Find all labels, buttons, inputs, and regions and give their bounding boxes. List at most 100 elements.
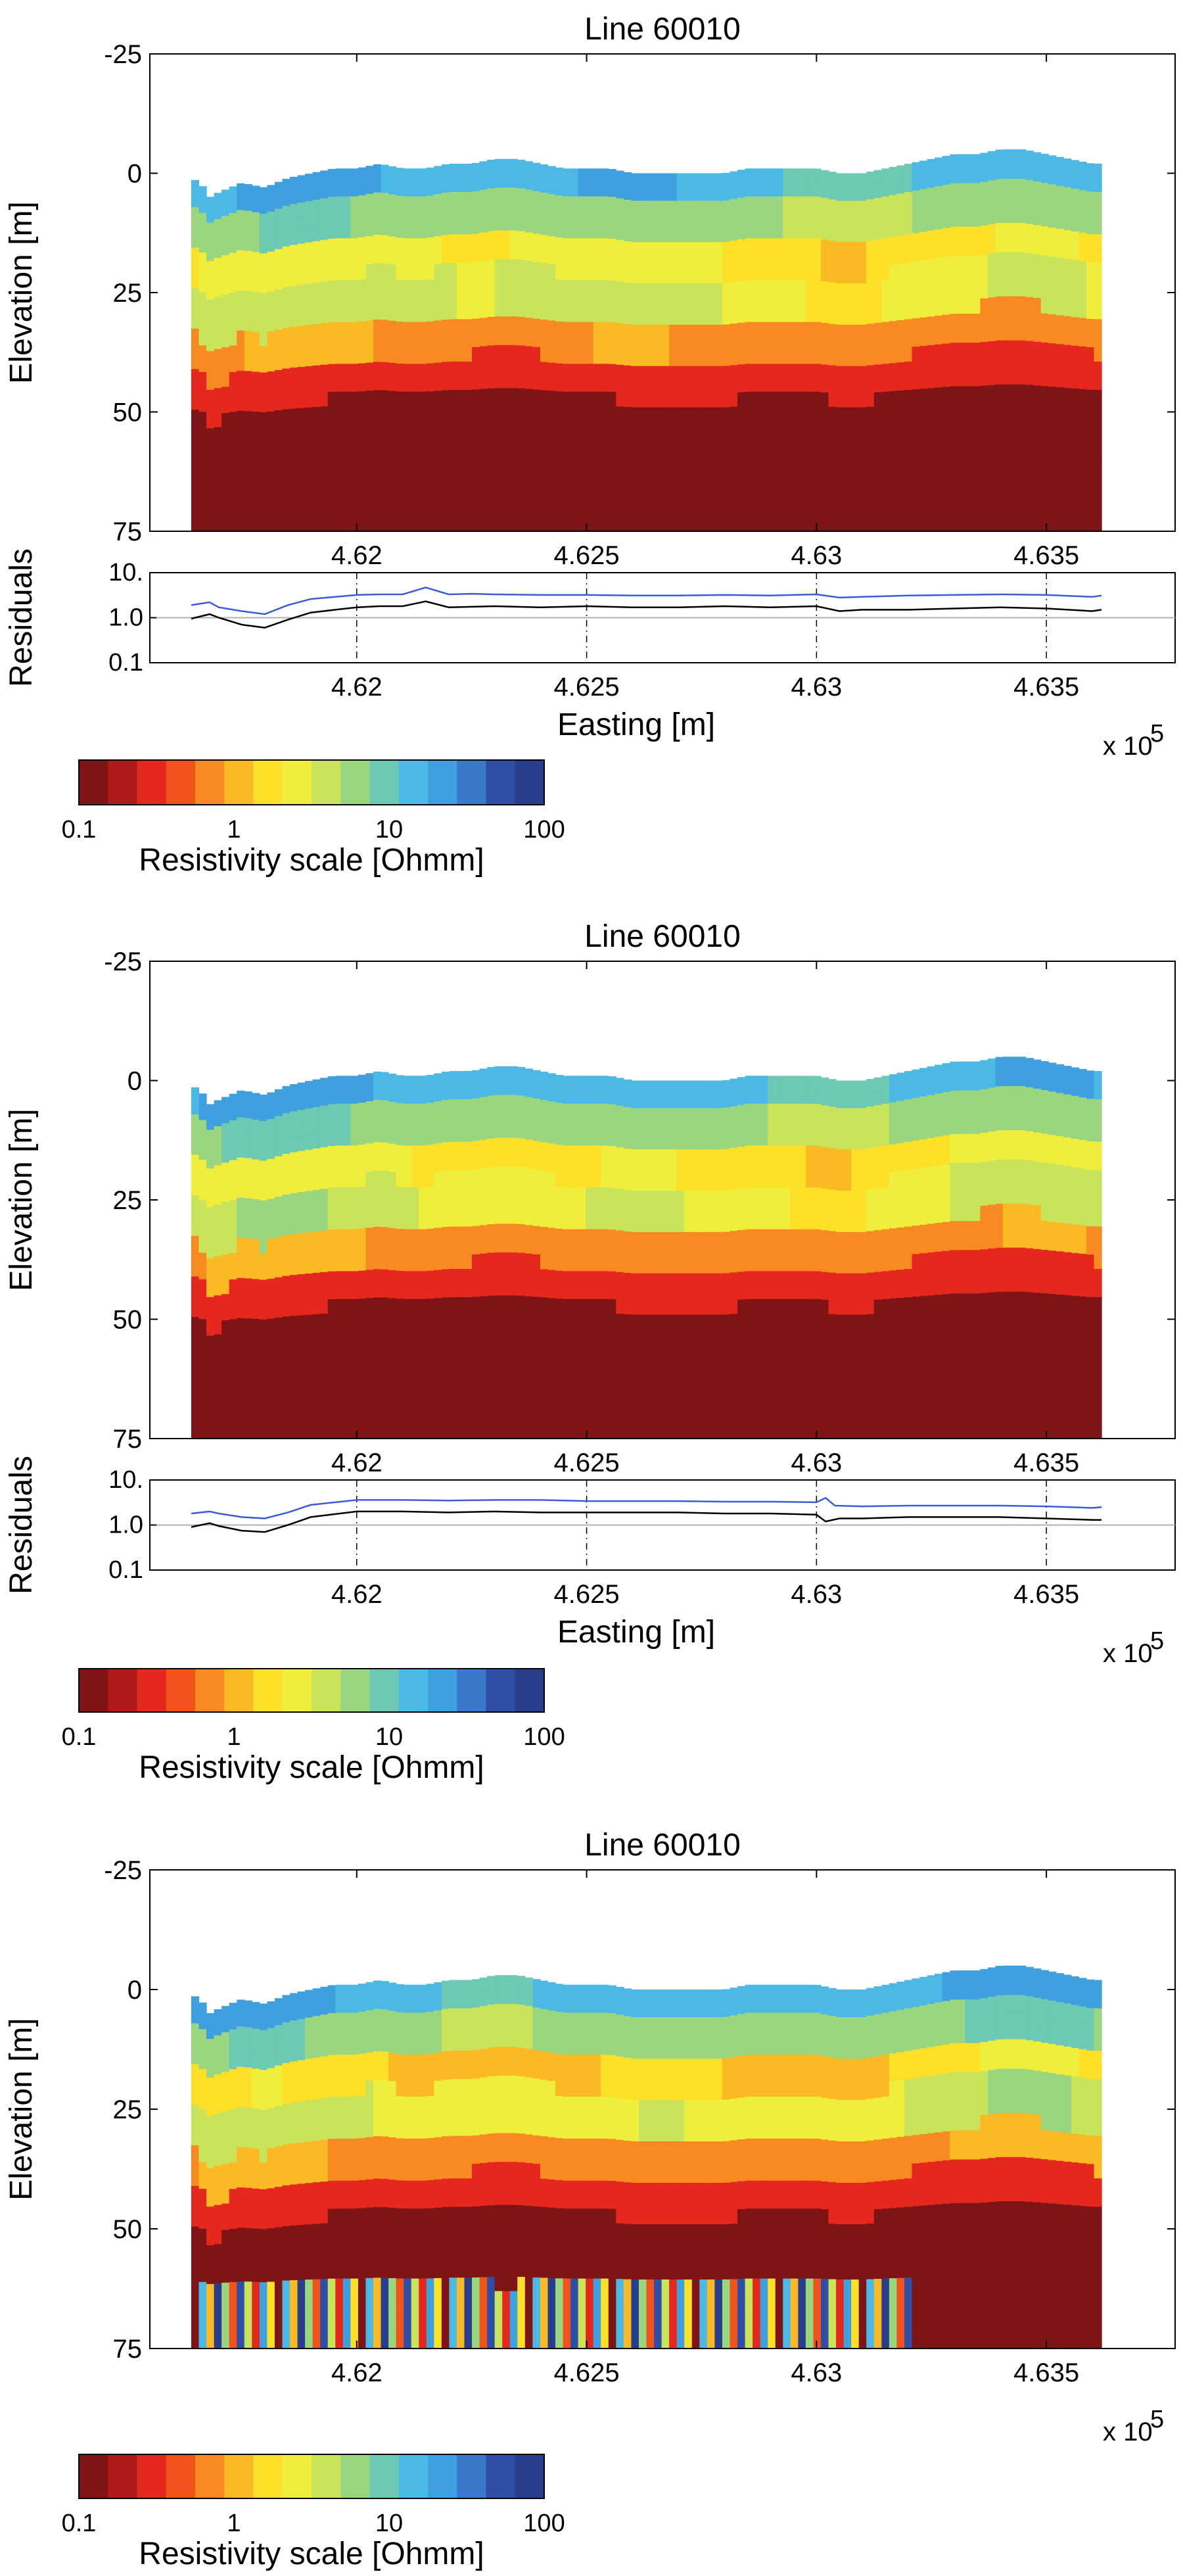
- section-cell: [191, 315, 200, 329]
- section-cell: [320, 1369, 329, 1384]
- section-cell: [335, 335, 344, 350]
- section-cell: [684, 476, 693, 490]
- section-cell: [411, 1229, 419, 1244]
- section-cell: [312, 1369, 321, 1384]
- section-cell: [1094, 304, 1102, 320]
- section-cell: [691, 214, 700, 229]
- section-cell: [547, 179, 556, 195]
- section-cell: [957, 255, 965, 271]
- section-cell: [881, 364, 890, 379]
- section-cell: [555, 405, 564, 420]
- section-cell: [730, 212, 738, 227]
- section-cell: [373, 305, 382, 320]
- section-cell: [540, 291, 549, 306]
- section-cell: [381, 1227, 389, 1242]
- section-cell: [214, 1308, 222, 1322]
- section-cell: [411, 1285, 419, 1300]
- section-cell: [252, 412, 260, 425]
- section-cell: [388, 1143, 397, 1158]
- section-cell: [244, 318, 252, 331]
- section-cell: [654, 173, 662, 188]
- section-cell: [365, 391, 374, 406]
- section-cell: [350, 489, 359, 504]
- section-cell: [1033, 166, 1042, 182]
- section-cell: [646, 1231, 655, 1247]
- section-cell: [358, 475, 367, 490]
- section-cell: [563, 1354, 571, 1370]
- section-cell: [813, 224, 822, 239]
- section-cell: [509, 402, 518, 417]
- section-cell: [517, 1110, 526, 1125]
- section-cell: [532, 446, 541, 461]
- section-cell: [472, 375, 480, 391]
- section-cell: [365, 166, 374, 181]
- section-cell: [411, 1173, 419, 1188]
- section-cell: [980, 283, 988, 299]
- section-cell: [532, 460, 541, 475]
- section-cell: [654, 1177, 662, 1191]
- section-cell: [373, 192, 382, 207]
- section-cell: [358, 1410, 367, 1425]
- section-cell: [388, 1284, 397, 1299]
- section-cell: [373, 1241, 382, 1256]
- section-cell: [290, 1370, 298, 1385]
- section-cell: [320, 406, 329, 421]
- section-cell: [419, 433, 427, 448]
- section-cell: [995, 252, 1004, 268]
- section-cell: [768, 350, 776, 364]
- section-cell: [365, 264, 374, 279]
- section-cell: [638, 421, 647, 436]
- section-cell: [312, 462, 321, 477]
- section-cell: [305, 407, 313, 422]
- section-cell: [684, 1342, 693, 1356]
- section-cell: [1071, 174, 1080, 189]
- section-cell: [661, 283, 670, 298]
- section-cell: [214, 414, 222, 428]
- section-cell: [714, 379, 723, 394]
- section-cell: [214, 401, 222, 415]
- section-cell: [707, 1122, 715, 1136]
- section-cell: [373, 1128, 382, 1143]
- section-cell: [221, 465, 230, 479]
- section-cell: [305, 297, 313, 312]
- section-cell: [593, 1173, 601, 1188]
- section-cell: [691, 1300, 700, 1316]
- section-cell: [517, 1124, 526, 1139]
- section-cell: [957, 314, 965, 329]
- section-cell: [820, 406, 829, 421]
- section-cell: [358, 1368, 367, 1383]
- section-cell: [1055, 387, 1064, 402]
- section-cell: [555, 1243, 564, 1258]
- section-cell: [904, 418, 913, 433]
- section-cell: [524, 1068, 533, 1084]
- section-cell: [661, 228, 670, 243]
- section-cell: [494, 202, 503, 217]
- section-cell: [517, 502, 526, 517]
- section-cell: [479, 517, 488, 532]
- section-cell: [404, 391, 412, 406]
- section-cell: [820, 170, 829, 185]
- section-cell: [312, 1148, 321, 1163]
- section-cell: [487, 1395, 496, 1411]
- section-cell: [563, 322, 571, 337]
- section-cell: [267, 1199, 275, 1213]
- section-cell: [312, 1314, 321, 1329]
- section-cell: [972, 516, 981, 532]
- section-cell: [297, 1397, 306, 1412]
- section-cell: [259, 439, 267, 452]
- section-cell: [790, 210, 799, 225]
- section-cell: [229, 306, 237, 320]
- section-cell: [555, 419, 564, 434]
- section-cell: [935, 272, 943, 287]
- section-cell: [866, 254, 875, 269]
- section-cell: [790, 350, 799, 364]
- section-cell: [995, 340, 1004, 356]
- section-cell: [404, 1271, 412, 1286]
- section-cell: [464, 1254, 473, 1270]
- section-cell: [229, 1147, 237, 1161]
- section-cell: [760, 196, 768, 211]
- section-cell: [980, 226, 988, 241]
- section-cell: [843, 352, 852, 367]
- section-cell: [1018, 164, 1027, 179]
- section-cell: [676, 421, 685, 436]
